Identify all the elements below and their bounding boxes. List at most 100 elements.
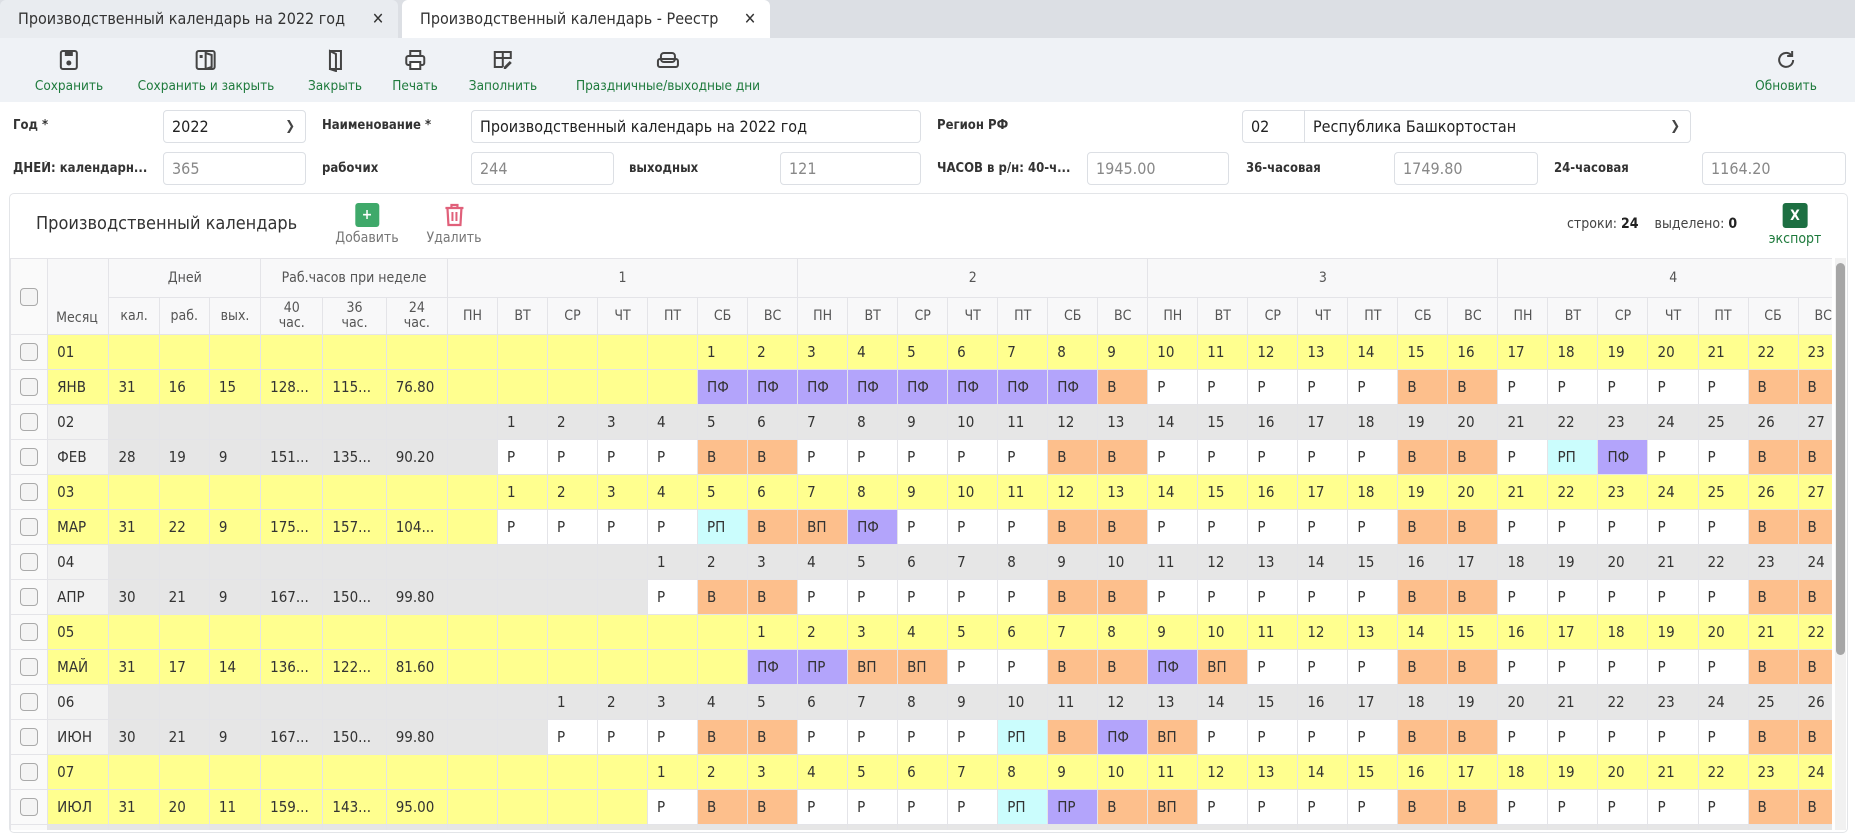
day-number-cell[interactable]: 3 bbox=[847, 614, 899, 650]
day-type-cell[interactable]: В bbox=[1047, 439, 1099, 475]
day-type-cell[interactable] bbox=[496, 579, 549, 615]
day-type-cell[interactable]: Р bbox=[1247, 439, 1299, 475]
day-number-cell[interactable]: 16 bbox=[1247, 474, 1299, 510]
day-type-cell[interactable] bbox=[546, 789, 599, 825]
day-type-cell[interactable]: РП bbox=[997, 719, 1049, 755]
day-number-cell[interactable]: 9 bbox=[1047, 754, 1099, 790]
day-type-cell[interactable]: Р bbox=[1597, 579, 1649, 615]
day-type-cell[interactable]: Р bbox=[1547, 649, 1599, 685]
save-button[interactable]: Сохранить bbox=[35, 38, 103, 102]
day-number-cell[interactable]: 5 bbox=[747, 684, 799, 720]
day-number-cell[interactable]: 7 bbox=[1047, 614, 1099, 650]
day-type-cell[interactable]: Р bbox=[1147, 509, 1199, 545]
day-type-cell[interactable]: Р bbox=[1297, 579, 1349, 615]
day-type-cell[interactable]: Р bbox=[1247, 369, 1299, 405]
day-number-cell[interactable]: 4 bbox=[897, 614, 949, 650]
save-and-close-button[interactable]: Сохранить и закрыть bbox=[138, 38, 274, 102]
day-type-cell[interactable]: Р bbox=[997, 579, 1049, 615]
day-type-cell[interactable]: Р bbox=[997, 649, 1049, 685]
day-type-cell[interactable]: В bbox=[1447, 719, 1499, 755]
day-type-cell[interactable]: Р bbox=[597, 509, 649, 545]
day-number-cell[interactable]: 13 bbox=[1097, 474, 1149, 510]
day-number-cell[interactable]: 6 bbox=[897, 544, 949, 580]
day-type-cell[interactable]: В bbox=[1797, 509, 1832, 545]
day-type-cell[interactable]: Р bbox=[1197, 439, 1249, 475]
day-number-cell[interactable]: 8 bbox=[997, 754, 1049, 790]
region-code-input[interactable]: 02 bbox=[1242, 110, 1305, 143]
day-type-cell[interactable]: В bbox=[1747, 649, 1799, 685]
row-checkbox[interactable] bbox=[20, 413, 39, 431]
row-checkbox[interactable] bbox=[20, 728, 39, 746]
day-number-cell[interactable]: 26 bbox=[1747, 404, 1799, 440]
day-number-cell[interactable]: 16 bbox=[1247, 404, 1299, 440]
day-number-cell[interactable]: 20 bbox=[1497, 684, 1549, 720]
day-type-cell[interactable]: Р bbox=[647, 719, 699, 755]
day-number-cell[interactable]: 9 bbox=[897, 404, 949, 440]
day-number-cell[interactable]: 19 bbox=[1397, 404, 1449, 440]
day-type-cell[interactable]: ВП bbox=[797, 509, 849, 545]
day-number-cell[interactable] bbox=[496, 614, 549, 650]
day-type-cell[interactable] bbox=[496, 369, 549, 405]
day-type-cell[interactable]: В bbox=[1447, 789, 1499, 825]
day-number-cell[interactable]: 21 bbox=[1647, 754, 1699, 790]
day-type-cell[interactable]: Р bbox=[546, 719, 599, 755]
row-checkbox[interactable] bbox=[20, 588, 39, 606]
day-number-cell[interactable]: 16 bbox=[1297, 684, 1349, 720]
day-type-cell[interactable] bbox=[647, 649, 699, 685]
day-number-cell[interactable]: 5 bbox=[947, 614, 999, 650]
day-number-cell[interactable]: 17 bbox=[1497, 334, 1549, 370]
day-type-cell[interactable]: ВП bbox=[847, 649, 899, 685]
day-type-cell[interactable]: Р bbox=[947, 579, 999, 615]
row-checkbox[interactable] bbox=[20, 553, 39, 571]
day-type-cell[interactable]: В bbox=[1447, 579, 1499, 615]
day-type-cell[interactable] bbox=[597, 369, 649, 405]
day-number-cell[interactable]: 1 bbox=[546, 684, 599, 720]
day-type-cell[interactable]: В bbox=[697, 789, 749, 825]
day-number-cell[interactable]: 4 bbox=[847, 334, 899, 370]
day-number-cell[interactable]: 26 bbox=[1747, 474, 1799, 510]
day-number-cell[interactable]: 9 bbox=[947, 684, 999, 720]
day-number-cell[interactable]: 16 bbox=[1447, 334, 1499, 370]
day-type-cell[interactable]: Р bbox=[1147, 439, 1199, 475]
day-number-cell[interactable]: 21 bbox=[1547, 684, 1599, 720]
day-number-cell[interactable] bbox=[597, 544, 649, 580]
day-number-cell[interactable]: 6 bbox=[947, 334, 999, 370]
day-number-cell[interactable]: 22 bbox=[1697, 754, 1749, 790]
row-checkbox[interactable] bbox=[20, 518, 39, 536]
day-type-cell[interactable]: Р bbox=[997, 439, 1049, 475]
day-number-cell[interactable]: 23 bbox=[1597, 404, 1649, 440]
day-type-cell[interactable]: В bbox=[1047, 509, 1099, 545]
day-type-cell[interactable]: ПФ bbox=[747, 649, 799, 685]
day-number-cell[interactable]: 7 bbox=[797, 404, 849, 440]
day-number-cell[interactable]: 15 bbox=[1197, 404, 1249, 440]
day-type-cell[interactable]: Р bbox=[797, 439, 849, 475]
day-number-cell[interactable]: 22 bbox=[1597, 684, 1649, 720]
day-number-cell[interactable]: 24 bbox=[1797, 754, 1832, 790]
day-type-cell[interactable]: Р bbox=[1697, 579, 1749, 615]
day-number-cell[interactable]: 13 bbox=[1347, 614, 1399, 650]
day-number-cell[interactable]: 3 bbox=[647, 684, 699, 720]
day-number-cell[interactable]: 7 bbox=[797, 474, 849, 510]
day-type-cell[interactable]: В bbox=[1047, 579, 1099, 615]
day-type-cell[interactable]: Р bbox=[1697, 369, 1749, 405]
day-number-cell[interactable]: 20 bbox=[1447, 474, 1499, 510]
day-number-cell[interactable]: 19 bbox=[1547, 754, 1599, 790]
day-type-cell[interactable] bbox=[546, 649, 599, 685]
day-type-cell[interactable]: Р bbox=[897, 439, 949, 475]
day-number-cell[interactable]: 23 bbox=[1647, 684, 1699, 720]
day-type-cell[interactable]: Р bbox=[1697, 439, 1749, 475]
day-type-cell[interactable] bbox=[446, 369, 498, 405]
day-type-cell[interactable]: Р bbox=[1497, 789, 1549, 825]
day-type-cell[interactable]: Р bbox=[1197, 719, 1249, 755]
year-select[interactable]: 2022 ❯ bbox=[163, 110, 306, 143]
day-number-cell[interactable]: 12 bbox=[1097, 684, 1149, 720]
day-type-cell[interactable]: В bbox=[1797, 789, 1832, 825]
day-type-cell[interactable] bbox=[546, 579, 599, 615]
day-number-cell[interactable]: 18 bbox=[1597, 614, 1649, 650]
day-type-cell[interactable]: ВП bbox=[1147, 719, 1199, 755]
day-number-cell[interactable] bbox=[446, 474, 498, 510]
day-number-cell[interactable]: 10 bbox=[1197, 614, 1249, 650]
day-type-cell[interactable]: Р bbox=[1597, 789, 1649, 825]
day-type-cell[interactable]: Р bbox=[1347, 719, 1399, 755]
day-number-cell[interactable]: 5 bbox=[697, 404, 749, 440]
